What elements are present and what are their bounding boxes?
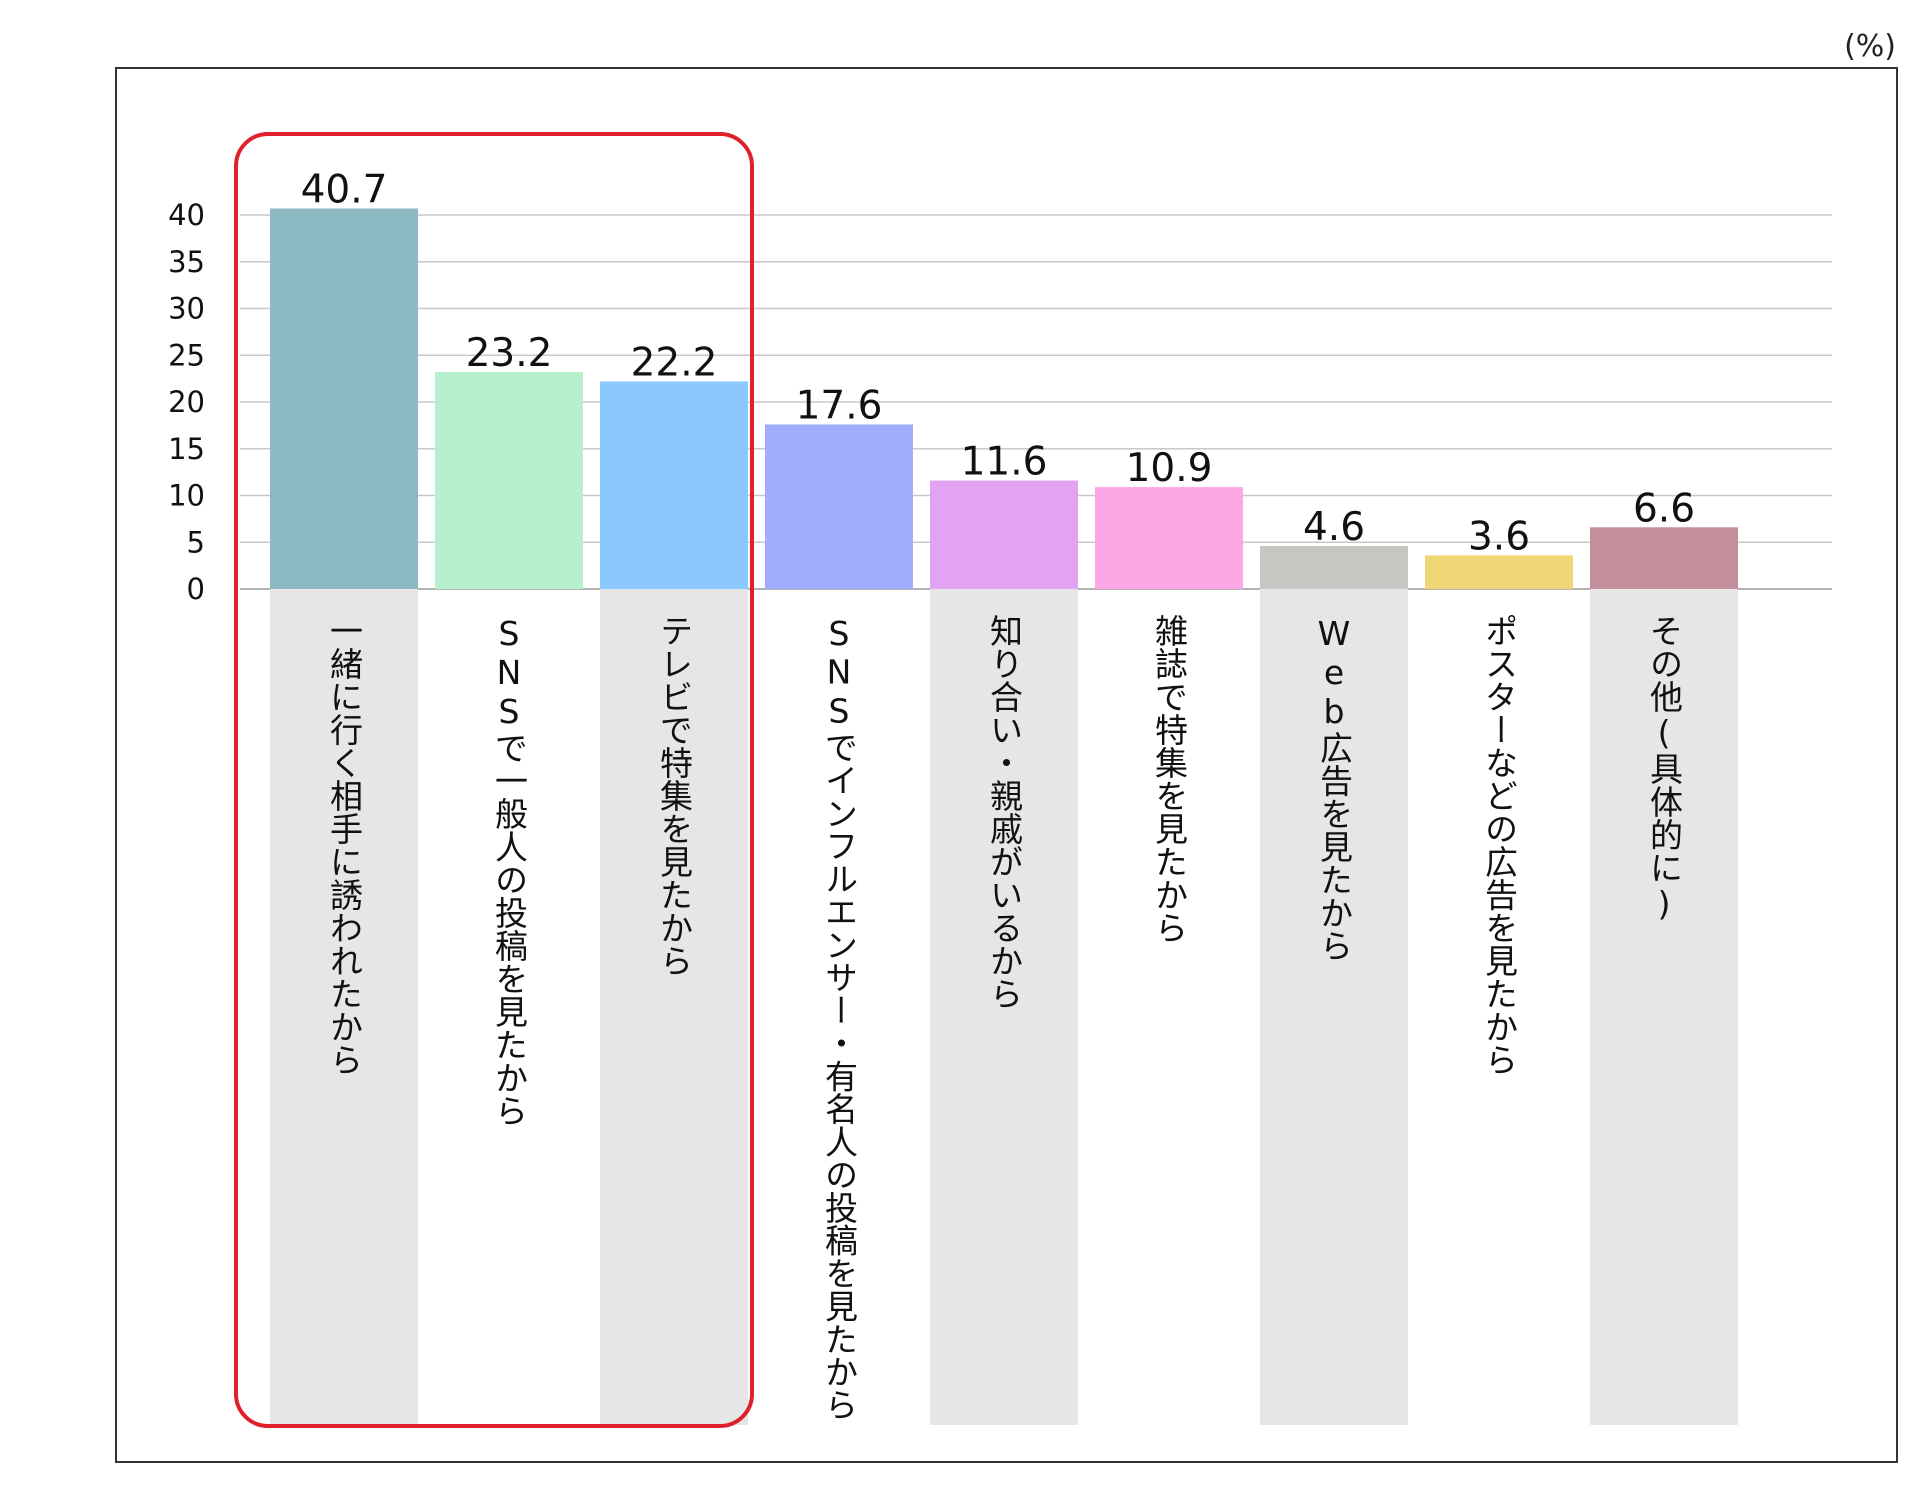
category-labels: 一緒に行く相手に誘われたから SNSで一般人の投稿を見たから テレビで特集を見たから… (325, 614, 1684, 1421)
value-label: 3.6 (1468, 514, 1530, 559)
y-tick-label: 35 (168, 245, 205, 279)
category-band (930, 589, 1078, 1425)
category-band (1590, 589, 1738, 1425)
highlight-box (234, 132, 754, 1428)
value-label: 10.9 (1126, 446, 1213, 491)
y-tick-label: 0 (187, 572, 205, 606)
category-label: 知り合い・親戚がいるから (985, 614, 1024, 1010)
y-tick-label: 40 (168, 198, 205, 232)
unit-label: (%) (1844, 29, 1896, 64)
bar (930, 480, 1078, 589)
y-tick-label: 10 (168, 479, 205, 513)
value-label: 40.7 (301, 167, 388, 212)
category-label: ポスターなどの広告を見たから (1480, 614, 1519, 1076)
bar (1260, 545, 1408, 589)
y-axis-ticks: 0 5 10 15 20 25 30 35 40 (168, 198, 205, 606)
bar (1590, 527, 1738, 589)
category-label: その他(具体的に) (1645, 614, 1684, 923)
bar (435, 372, 583, 589)
category-band (600, 589, 748, 1425)
category-label: テレビで特集を見たから (655, 614, 694, 977)
value-labels: 40.7 23.2 22.2 17.6 11.6 10.9 4.6 3.6 6.6 (301, 167, 1695, 559)
bar (1425, 555, 1573, 589)
category-label: SNSで一般人の投稿を見たから (490, 614, 529, 1127)
bars (270, 208, 1738, 589)
category-label: 雑誌で特集を見たから (1150, 614, 1189, 944)
bar (765, 424, 913, 589)
category-label-bands (270, 589, 1738, 1425)
bar (1095, 487, 1243, 589)
y-tick-label: 20 (168, 385, 205, 419)
y-tick-label: 15 (168, 432, 205, 466)
category-label: SNSでインフルエンサー・有名人の投稿を見たから (820, 614, 859, 1421)
value-label: 4.6 (1303, 505, 1365, 550)
y-tick-label: 25 (168, 338, 205, 372)
category-label: 一緒に行く相手に誘われたから (325, 614, 364, 1076)
value-label: 17.6 (796, 383, 883, 428)
category-band (270, 589, 418, 1425)
y-tick-label: 5 (187, 525, 205, 559)
value-label: 6.6 (1633, 486, 1695, 531)
category-label: Web広告を見たから (1315, 614, 1354, 962)
value-label: 23.2 (466, 331, 553, 376)
value-label: 11.6 (961, 440, 1048, 485)
chart-frame (115, 67, 1898, 1463)
value-label: 22.2 (631, 340, 718, 385)
y-tick-label: 30 (168, 292, 205, 326)
bar (270, 208, 418, 589)
bar (600, 381, 748, 589)
category-band (1260, 589, 1408, 1425)
